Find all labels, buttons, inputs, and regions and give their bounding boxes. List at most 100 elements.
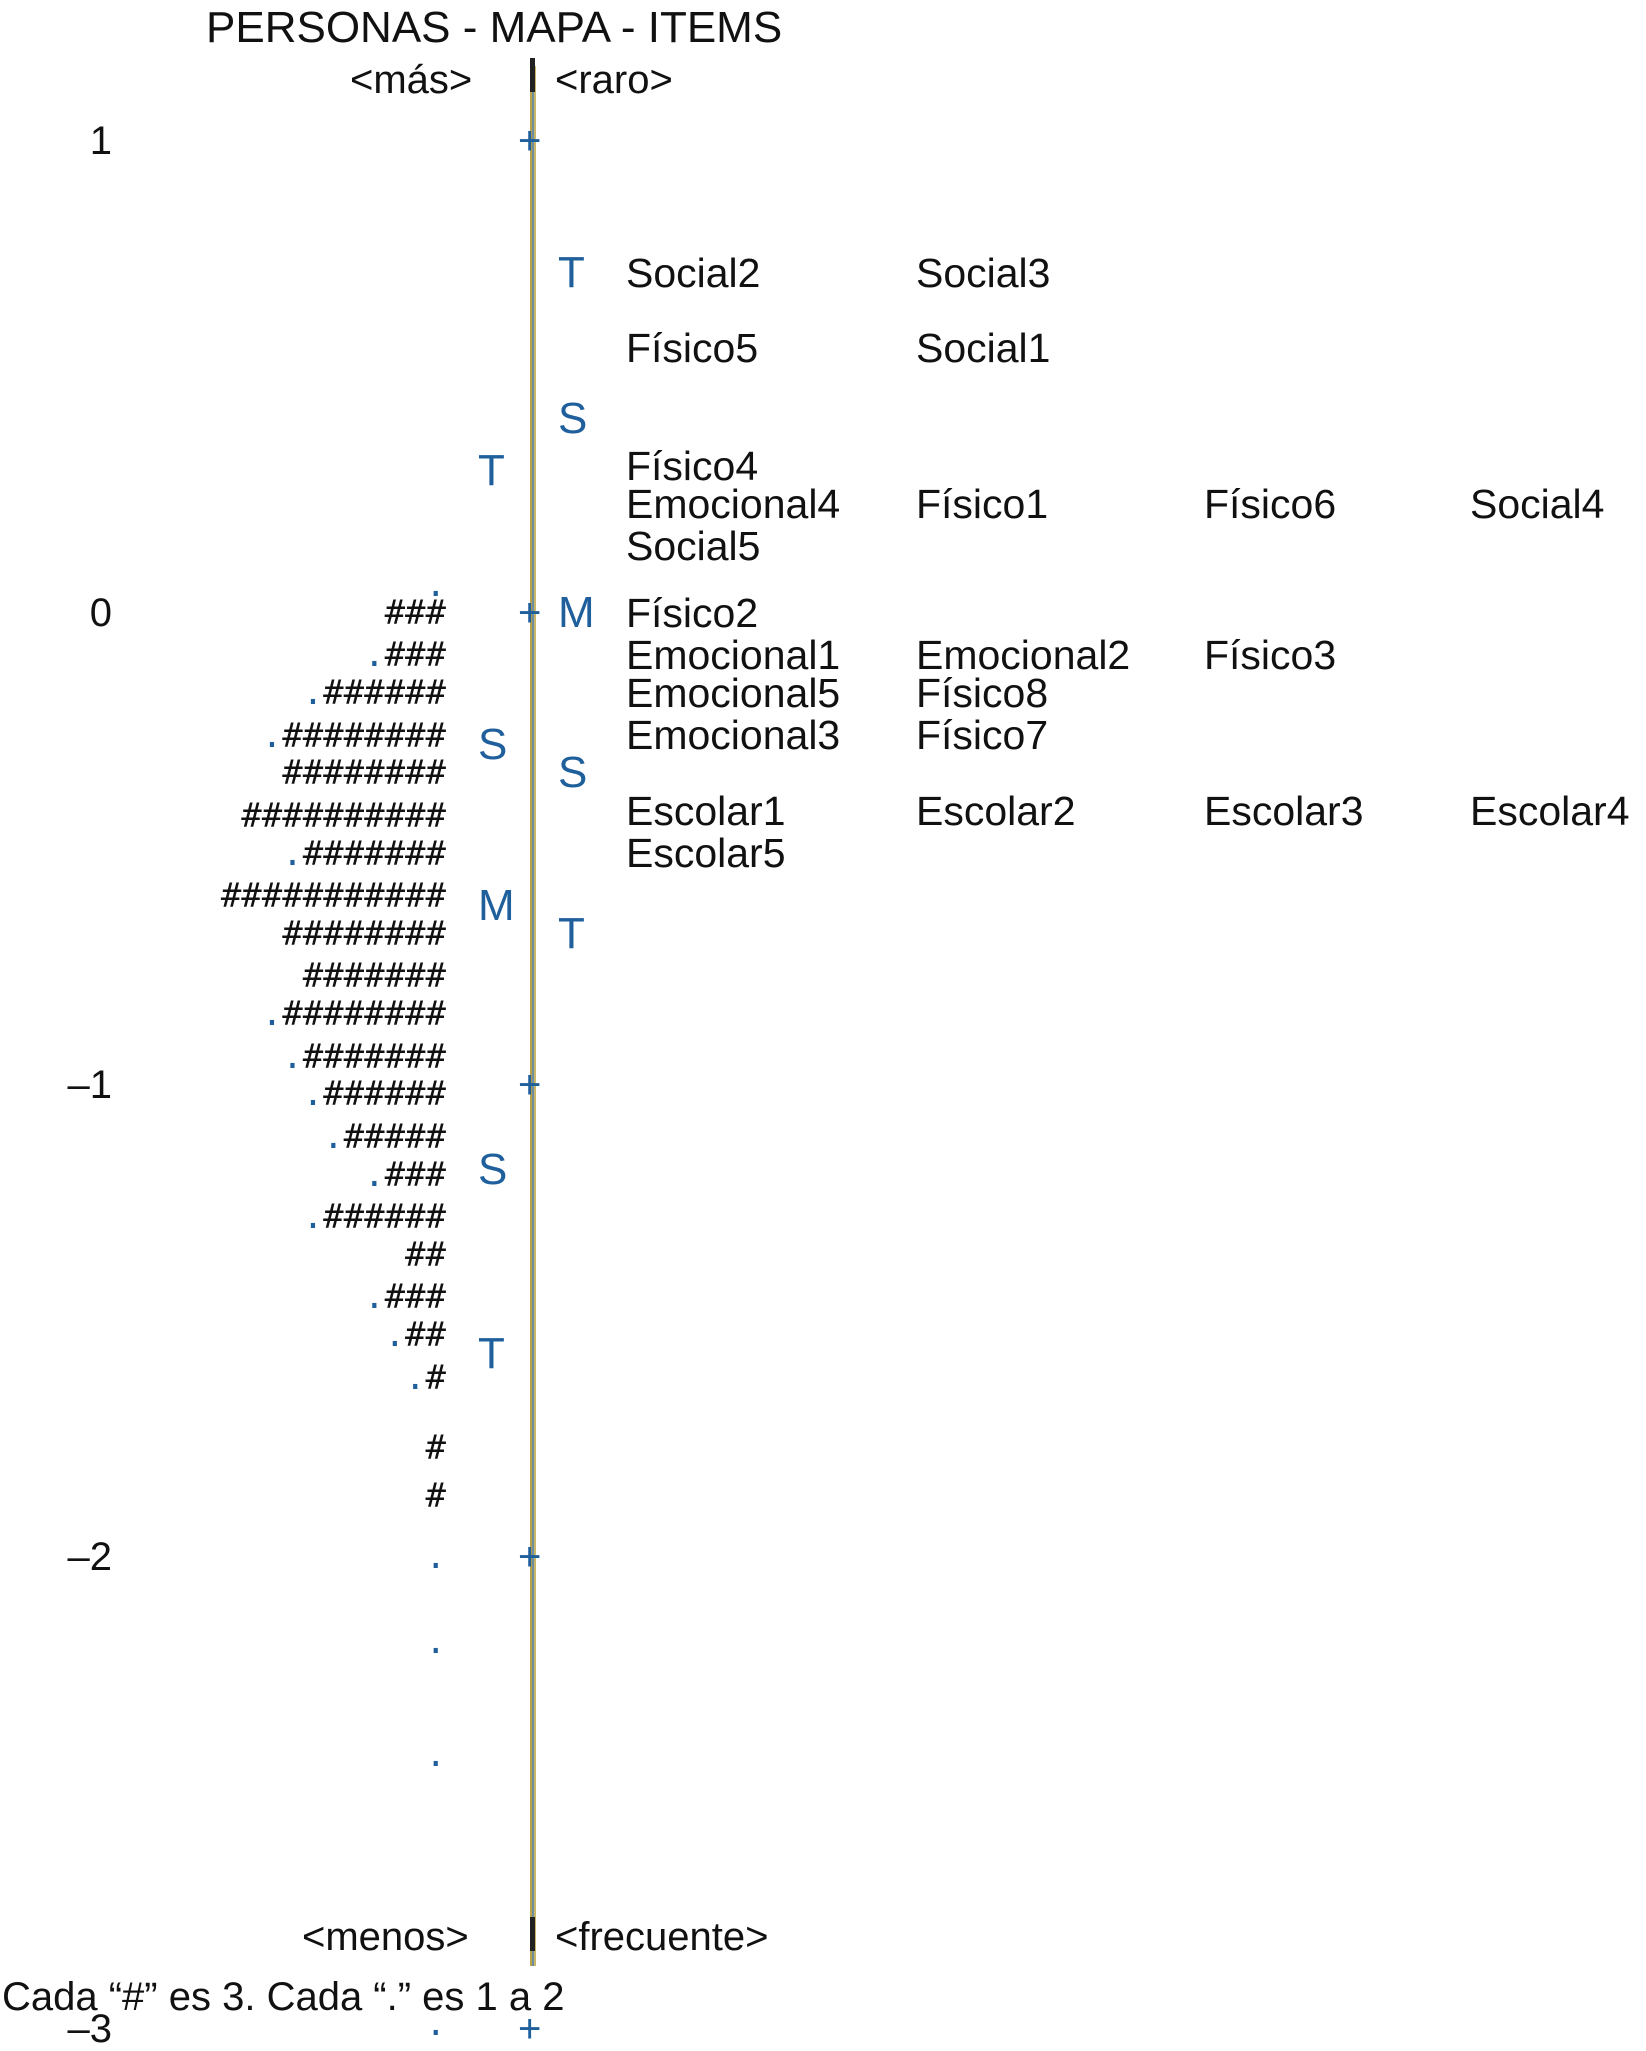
- person-count-hashes: ##: [405, 1234, 446, 1275]
- person-marker-m: M: [478, 880, 515, 930]
- person-marker-t: T: [478, 1329, 505, 1379]
- axis-label-bottom-left: <menos>: [302, 1915, 469, 1959]
- item-label: Escolar5: [626, 830, 786, 877]
- person-count-dots: .: [302, 1074, 324, 1115]
- scale-value-2: –1: [67, 1063, 113, 1107]
- person-count-hashes: #######: [302, 956, 446, 997]
- person-count-hashes: ###: [384, 1154, 446, 1195]
- footnote: Cada “#” es 3. Cada “.” es 1 a 2: [2, 1975, 565, 2019]
- person-count-hashes: ###: [384, 635, 446, 676]
- person-count-hashes: ###########: [220, 876, 446, 917]
- person-count-dots: .: [364, 1154, 385, 1195]
- person-count-dots: .: [282, 1036, 303, 1077]
- person-histogram-row: .#######: [282, 837, 446, 871]
- person-count-hashes: ##: [405, 1315, 446, 1356]
- scale-tick-1: +: [518, 591, 542, 635]
- person-count-dots: .: [323, 1116, 344, 1157]
- person-count-hashes: #######: [302, 833, 446, 874]
- person-marker-s: S: [478, 1144, 508, 1194]
- item-marker-t: T: [558, 908, 585, 958]
- item-marker-s: S: [558, 394, 588, 444]
- person-histogram-row: .########: [262, 719, 446, 753]
- person-histogram-row: .######: [303, 1200, 446, 1234]
- item-label: Social2: [626, 249, 761, 296]
- person-histogram-row: ###: [385, 596, 446, 630]
- scale-tick-4: +: [518, 2007, 542, 2051]
- person-count-hashes: #######: [302, 1036, 446, 1077]
- person-count-dots: .: [425, 564, 446, 605]
- person-histogram-row: ##: [405, 1238, 446, 1272]
- person-count-hashes: ########: [282, 753, 446, 794]
- item-label: Escolar1: [626, 787, 786, 834]
- person-histogram-row: .: [426, 1625, 446, 1659]
- person-histogram-row: .###: [364, 1280, 446, 1314]
- item-label: Físico8: [916, 669, 1049, 716]
- item-label: Social5: [626, 523, 761, 570]
- axis-label-top-left: <más>: [350, 58, 473, 102]
- person-histogram-row: .#######: [282, 1040, 446, 1074]
- scale-value-0: 1: [89, 119, 112, 163]
- person-count-hashes: ########: [282, 715, 446, 756]
- person-count-hashes: #: [425, 1357, 446, 1398]
- axis-line-top-cap: [530, 58, 535, 92]
- person-count-dots: .: [302, 673, 324, 714]
- person-count-dots: .: [364, 1277, 385, 1318]
- person-count-hashes: ######: [323, 1074, 446, 1115]
- item-marker-m: M: [558, 588, 595, 637]
- person-count-hashes: ######: [323, 1197, 446, 1238]
- item-label: Físico2: [626, 589, 759, 636]
- item-label: Social1: [916, 325, 1051, 372]
- person-histogram-row: .######: [303, 676, 446, 710]
- person-histogram-row: #: [426, 1479, 446, 1513]
- scale-tick-0: +: [518, 119, 542, 163]
- page-title: PERSONAS - MAPA - ITEMS: [206, 3, 783, 52]
- item-label: Social4: [1470, 480, 1605, 527]
- item-label: Escolar3: [1204, 787, 1364, 834]
- person-marker-s: S: [478, 720, 508, 770]
- item-marker-t: T: [558, 248, 585, 298]
- person-histogram-row: .#####: [323, 1120, 446, 1154]
- person-marker-t: T: [478, 446, 505, 496]
- person-histogram-row: #: [426, 1431, 446, 1465]
- axis-line-bottom-cap: [530, 1917, 535, 1951]
- person-count-dots: .: [261, 715, 283, 756]
- person-count-dots: .: [302, 1197, 324, 1238]
- person-count-dots: .: [364, 635, 385, 676]
- person-count-dots: .: [425, 1735, 446, 1776]
- person-histogram-row: ########: [282, 756, 446, 790]
- person-histogram-row: ########: [282, 917, 446, 951]
- item-label: Emocional4: [626, 480, 841, 527]
- item-label: Emocional3: [626, 712, 841, 759]
- person-histogram-row: .: [426, 1738, 446, 1772]
- person-count-dots: .: [261, 994, 283, 1035]
- item-label: Físico5: [626, 325, 759, 372]
- scale-tick-3: +: [518, 1535, 542, 1579]
- person-histogram-row: .########: [262, 997, 446, 1031]
- axis-label-bottom-right: <frecuente>: [555, 1915, 769, 1959]
- item-label: Físico3: [1204, 631, 1337, 678]
- person-count-dots: .: [425, 1537, 446, 1577]
- person-count-dots: .: [425, 1621, 446, 1662]
- person-histogram-row: #######: [303, 959, 446, 993]
- person-count-dots: .: [425, 2004, 446, 2045]
- person-count-dots: .: [282, 833, 303, 874]
- item-label: Social3: [916, 249, 1051, 296]
- person-histogram-row: .######: [303, 1077, 446, 1111]
- scale-value-1: 0: [89, 591, 112, 635]
- item-label: Físico7: [916, 712, 1049, 759]
- axis-label-top-right: <raro>: [555, 58, 673, 102]
- person-count-dots: .: [384, 1315, 406, 1356]
- person-histogram-row: .: [426, 568, 446, 602]
- person-histogram-row: ##########: [241, 799, 446, 833]
- person-count-hashes: #####: [343, 1116, 446, 1157]
- item-label: Escolar2: [916, 787, 1076, 834]
- person-count-hashes: ###: [384, 593, 446, 633]
- item-label: Físico6: [1204, 480, 1337, 527]
- item-label: Físico4: [626, 443, 759, 490]
- person-count-hashes: ########: [282, 913, 446, 954]
- item-label: Escolar4: [1470, 787, 1630, 834]
- item-label: Emocional2: [916, 631, 1131, 678]
- person-histogram-row: .###: [364, 638, 446, 672]
- person-histogram-row: .: [426, 2007, 446, 2041]
